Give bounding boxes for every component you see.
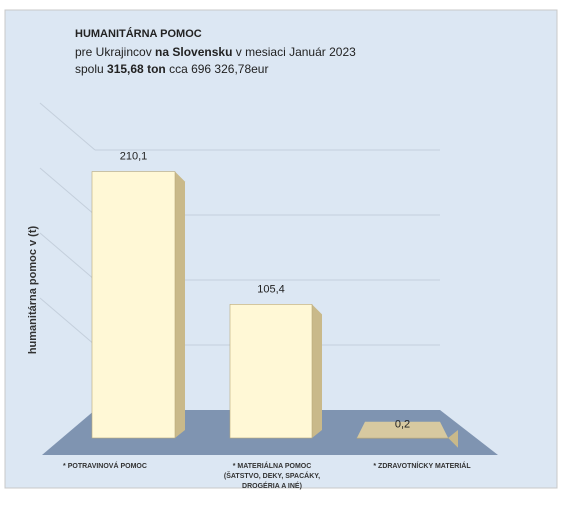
bar <box>356 437 449 439</box>
grid-line <box>39 167 96 216</box>
subtitle-part: v mesiaci Január 2023 <box>232 45 356 59</box>
y-axis-label: humanitárna pomoc v (t) <box>27 225 39 354</box>
grid-line <box>39 297 96 346</box>
data-label: 105,4 <box>257 283 285 295</box>
grid-line <box>39 102 96 151</box>
grid-line <box>39 232 96 281</box>
bar <box>91 171 176 439</box>
bar-side <box>448 430 458 448</box>
subtitle: spolu 315,68 ton cca 696 326,78eur <box>75 61 356 78</box>
data-label: 0,2 <box>395 419 410 431</box>
bar-top <box>357 421 448 438</box>
chart-title: HUMANITÁRNA POMOC <box>75 28 202 40</box>
titles: HUMANITÁRNA POMOC pre Ukrajincov na Slov… <box>75 28 356 78</box>
subtitle: pre Ukrajincov na Slovensku v mesiaci Ja… <box>75 44 356 61</box>
data-label: 210,1 <box>120 151 148 163</box>
bar <box>229 304 313 439</box>
bar-side <box>312 304 322 438</box>
x-tick-label: * POTRAVINOVÁ POMOC <box>63 463 147 470</box>
x-tick-label: * ZDRAVOTNÍCKY MATERIÁL <box>373 463 471 470</box>
x-tick-label: * MATERIÁLNA POMOC (ŠATSTVO, DEKY, SPACÁ… <box>223 463 321 490</box>
subtitle-part: spolu <box>75 62 108 76</box>
subtitle-part: 315,68 ton <box>107 62 166 76</box>
subtitle-part: pre Ukrajincov <box>75 45 156 59</box>
subtitle-part: na Slovensku <box>155 45 233 59</box>
bar-side <box>175 171 185 438</box>
subtitle-part: cca 696 326,78eur <box>165 62 269 76</box>
